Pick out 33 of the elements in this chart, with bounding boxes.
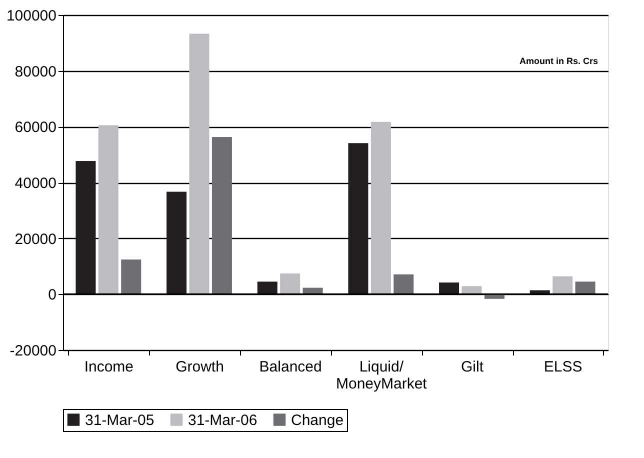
legend-label: 31-Mar-06 [188,412,258,429]
x-tick-label: Growth [176,358,224,376]
y-tick-label: 100000 [6,8,56,24]
x-tick-label: Gilt [461,358,484,376]
y-tick-label: -20000 [10,342,56,360]
x-tick-label: Liquid/ MoneyMarket [336,358,428,392]
bar [280,274,300,294]
y-tick-label: 20000 [14,230,56,248]
bar [370,122,391,294]
y-tick-label: 0 [48,286,56,304]
bar [439,282,460,294]
bar [575,282,596,294]
x-tick-label: ELSS [544,358,582,376]
bar [394,274,414,294]
bar [76,161,96,294]
x-tick-label: Balanced [259,358,322,376]
bar [98,125,118,294]
bar [302,288,323,294]
y-tick-label: 80000 [14,63,56,80]
y-tick-label: 60000 [14,119,56,136]
bar [189,34,210,294]
annotation: Amount in Rs. Crs [519,56,598,66]
y-tick-label: 40000 [14,175,56,192]
bar [348,143,368,294]
bar [212,136,232,294]
bar [462,286,482,294]
bar [552,276,573,294]
x-tick-label: Income [84,358,134,376]
legend-label: Change [291,412,344,429]
bar [166,192,187,294]
legend-label: 31-Mar-05 [85,412,154,429]
bar [257,282,278,294]
bar [121,260,142,294]
